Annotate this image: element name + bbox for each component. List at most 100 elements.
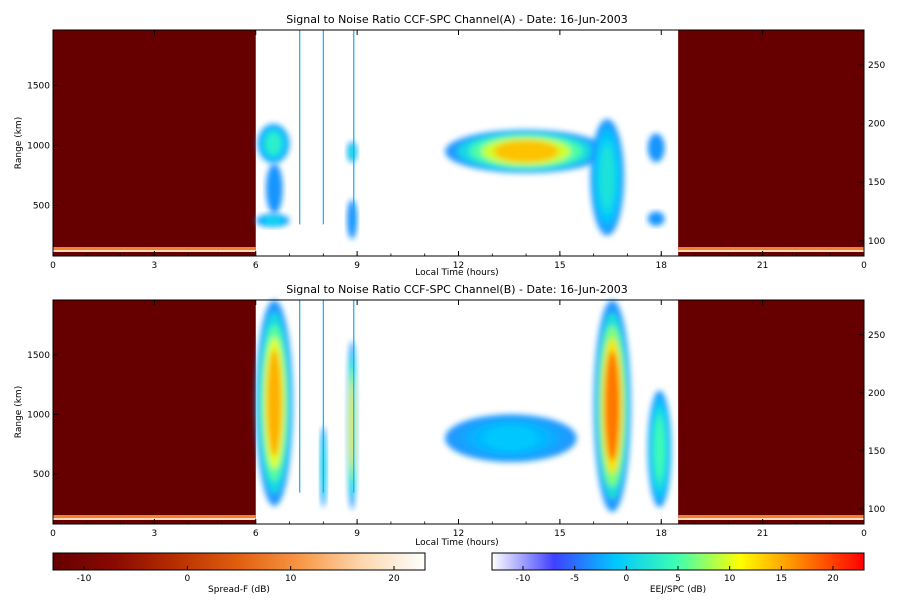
echo-feature <box>346 141 358 163</box>
panel-a-plot <box>53 30 864 256</box>
y2-tick-label: 150 <box>868 447 885 457</box>
echo-layer <box>652 214 660 223</box>
colorbar-spread-f-label: Spread-F (dB) <box>208 585 270 595</box>
panel-b-xlabel: Local Time (hours) <box>415 538 498 548</box>
spread-f-block <box>53 300 256 524</box>
spread-f-bottom-echo-core <box>678 518 864 520</box>
echo-feature <box>444 414 577 463</box>
y2-tick-label: 250 <box>868 331 885 341</box>
x-tick-label: 6 <box>253 529 259 539</box>
y2-tick-label: 200 <box>868 389 885 399</box>
echo-layer <box>267 133 280 154</box>
echo-feature <box>255 300 293 507</box>
y-tick-label: 1000 <box>27 410 50 420</box>
colorbar-tick-label: 20 <box>827 574 839 584</box>
panel-b-axes: 0 3 6 9 12 15 18 21 0 500 1000 1500 100 150 200 250 <box>27 300 885 539</box>
x-tick-label: 9 <box>354 529 360 539</box>
echo-feature <box>346 340 358 510</box>
colorbar-eej-label: EEJ/SPC (dB) <box>650 585 706 595</box>
panel-b-title: Signal to Noise Ratio CCF-SPC Channel(B)… <box>286 283 628 296</box>
spread-f-block <box>678 30 864 256</box>
y-tick-label: 1500 <box>27 351 50 361</box>
y-tick-label: 500 <box>33 202 50 212</box>
colorbar-spread-f-bar <box>52 552 426 571</box>
x-tick-label: 6 <box>253 261 259 271</box>
x-tick-label: 0 <box>50 261 56 271</box>
x-tick-label: 3 <box>152 261 158 271</box>
x-tick-label: 0 <box>50 529 56 539</box>
colorbar-tick-label: 20 <box>388 574 400 584</box>
panel-b: Signal to Noise Ratio CCF-SPC Channel(B)… <box>14 283 885 548</box>
echo-layer <box>266 349 282 457</box>
y-tick-label: 1000 <box>27 141 50 151</box>
echo-feature <box>647 211 665 226</box>
x-tick-label: 18 <box>656 529 668 539</box>
echo-feature <box>593 300 631 513</box>
echo-feature <box>590 118 625 236</box>
echo-layer <box>493 140 559 163</box>
x-tick-label: 15 <box>554 529 565 539</box>
panel-a-ylabel: Range (km) <box>14 117 24 169</box>
echo-layer <box>350 146 355 158</box>
echo-layer <box>600 146 614 208</box>
echo-feature <box>444 129 608 174</box>
x-tick-label: 9 <box>354 261 360 271</box>
x-tick-label: 21 <box>757 261 768 271</box>
panel-b-ylabel: Range (km) <box>14 386 24 438</box>
spread-f-bottom-echo <box>53 515 256 519</box>
colorbar-tick-label: -10 <box>77 574 92 584</box>
colorbar-spread-f: -10 0 10 20 Spread-F (dB) <box>52 552 426 595</box>
y-tick-label: 1500 <box>27 81 50 91</box>
colorbar-spread-f-ticks: -10 0 10 20 <box>77 566 400 584</box>
colorbar-tick-label: 0 <box>184 574 190 584</box>
colorbar-tick-label: 15 <box>776 574 787 584</box>
echo-feature <box>346 199 358 240</box>
y2-tick-label: 100 <box>868 237 885 247</box>
colorbar-eej: -10 -5 0 5 10 15 20 EEJ/SPC (dB) <box>491 552 865 595</box>
echo-feature <box>647 133 665 163</box>
echo-layer <box>270 175 278 202</box>
spread-f-bottom-echo-core <box>678 250 864 252</box>
echo-feature <box>265 163 283 214</box>
x-tick-label: 12 <box>453 529 464 539</box>
x-tick-label: 0 <box>861 529 867 539</box>
colorbar-eej-ticks: -10 -5 0 5 10 15 20 <box>516 566 839 584</box>
x-tick-label: 0 <box>861 261 867 271</box>
echo-feature <box>257 123 290 164</box>
panel-a-axes: 0 3 6 9 12 15 18 21 0 500 1000 1500 100 150 200 250 <box>27 30 885 271</box>
spread-f-bottom-echo <box>678 515 864 519</box>
x-tick-label: 15 <box>554 261 565 271</box>
panel-a-title: Signal to Noise Ratio CCF-SPC Channel(A)… <box>286 13 627 26</box>
spread-f-bottom-echo <box>53 247 256 251</box>
y2-tick-label: 200 <box>868 120 885 130</box>
y-tick-label: 500 <box>33 470 50 480</box>
colorbar-tick-label: -10 <box>516 574 531 584</box>
panel-b-plot <box>53 300 864 524</box>
echo-feature <box>647 390 672 508</box>
panel-a-xlabel: Local Time (hours) <box>415 268 498 278</box>
colorbar-tick-label: 10 <box>724 574 736 584</box>
panel-a: Signal to Noise Ratio CCF-SPC Channel(A)… <box>14 13 885 278</box>
y2-tick-label: 100 <box>868 505 885 515</box>
echo-layer <box>350 381 355 470</box>
echo-layer <box>350 209 355 230</box>
x-tick-label: 3 <box>152 529 158 539</box>
spread-f-block <box>678 300 864 524</box>
echo-layer <box>265 217 280 224</box>
echo-layer <box>484 425 538 451</box>
colorbar-tick-label: 0 <box>623 574 629 584</box>
colorbar-tick-label: -5 <box>570 574 579 584</box>
x-tick-label: 18 <box>656 261 668 271</box>
spread-f-block <box>53 30 256 256</box>
x-tick-label: 21 <box>757 529 768 539</box>
y2-tick-label: 150 <box>868 178 885 188</box>
echo-layer <box>652 140 660 156</box>
x-tick-label: 12 <box>453 261 464 271</box>
echo-layer <box>604 350 620 462</box>
y2-tick-label: 250 <box>868 61 885 71</box>
colorbar-tick-label: 5 <box>675 574 681 584</box>
echo-layer <box>654 418 665 480</box>
echo-feature <box>255 213 290 228</box>
spread-f-bottom-echo <box>678 247 864 251</box>
